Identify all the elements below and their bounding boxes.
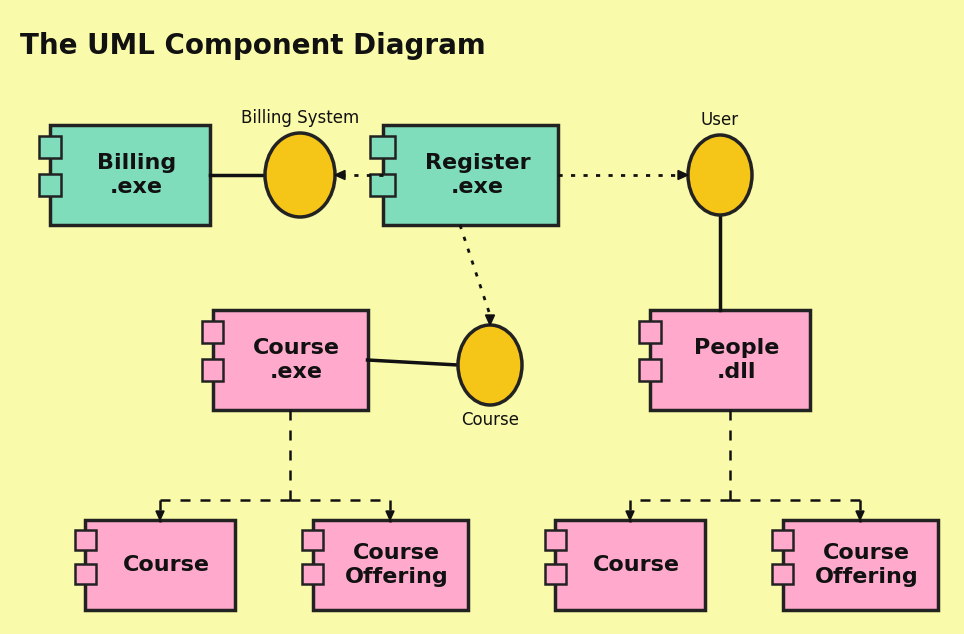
Bar <box>302 564 323 584</box>
Bar <box>545 564 566 584</box>
Text: Course
.exe: Course .exe <box>253 339 340 382</box>
Polygon shape <box>156 511 164 520</box>
Bar <box>74 530 95 550</box>
Bar <box>639 321 661 343</box>
Bar <box>39 136 61 158</box>
Ellipse shape <box>265 133 335 217</box>
Bar <box>639 359 661 381</box>
Bar <box>39 174 61 196</box>
Polygon shape <box>678 171 688 179</box>
Polygon shape <box>386 511 394 520</box>
Polygon shape <box>856 511 864 520</box>
Polygon shape <box>486 315 495 325</box>
Bar <box>201 359 224 381</box>
Bar <box>555 520 705 610</box>
Text: User: User <box>701 111 739 129</box>
Polygon shape <box>335 171 345 179</box>
Bar <box>650 310 810 410</box>
Ellipse shape <box>688 135 752 215</box>
Text: Course: Course <box>122 555 210 575</box>
Text: The UML Component Diagram: The UML Component Diagram <box>20 32 486 60</box>
Bar <box>74 564 95 584</box>
Bar <box>85 520 235 610</box>
Text: Billing
.exe: Billing .exe <box>97 153 176 197</box>
Text: Course
Offering: Course Offering <box>345 543 448 586</box>
Bar <box>312 520 468 610</box>
Bar <box>370 136 394 158</box>
Polygon shape <box>626 511 634 520</box>
Bar <box>545 530 566 550</box>
Text: People
.dll: People .dll <box>694 339 780 382</box>
Ellipse shape <box>458 325 522 405</box>
Text: Billing System: Billing System <box>241 109 360 127</box>
Bar <box>771 530 793 550</box>
Text: Course: Course <box>461 411 519 429</box>
Bar <box>771 564 793 584</box>
Bar <box>383 125 557 225</box>
Bar <box>50 125 210 225</box>
Text: Register
.exe: Register .exe <box>424 153 530 197</box>
Bar <box>201 321 224 343</box>
Text: Course
Offering: Course Offering <box>815 543 919 586</box>
Bar <box>370 174 394 196</box>
Bar <box>783 520 938 610</box>
Bar <box>212 310 367 410</box>
Bar <box>302 530 323 550</box>
Text: Course: Course <box>593 555 680 575</box>
